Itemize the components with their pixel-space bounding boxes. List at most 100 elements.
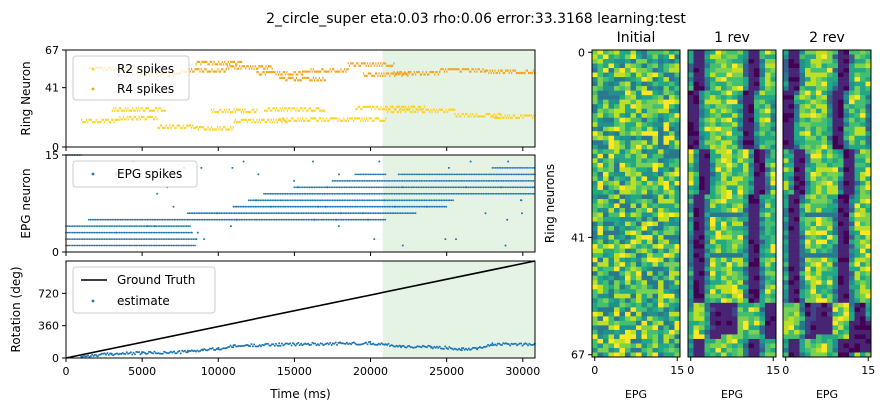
epg-spikes-spike [396, 212, 399, 215]
ring-spikes-spike [251, 67, 253, 70]
ring-spikes-spike [303, 76, 305, 79]
ring-spikes-spike [211, 68, 213, 71]
ring-spikes-spike [156, 118, 158, 121]
epg-spikes-spike [474, 192, 476, 195]
weights-1rev-cell [748, 68, 755, 73]
epg-spikes-spike [432, 192, 434, 195]
ring-spikes-spike [416, 71, 418, 74]
ring-spikes-spike [408, 72, 410, 75]
ring-spikes-series-1-segment [256, 71, 304, 76]
ring-spikes-spike [531, 71, 533, 75]
weights-1rev-cell [754, 90, 760, 96]
epg-spikes-spike [227, 212, 229, 215]
ring-spikes-spike [367, 119, 369, 122]
ring-spikes-spike [439, 108, 441, 111]
epg-spikes-spike [354, 173, 357, 176]
epg-spikes-spike [385, 199, 387, 202]
weights-1rev-cell [704, 90, 711, 96]
ring-spikes-spike [273, 71, 275, 74]
ring-spikes-spike [385, 117, 387, 120]
epg-spikes-spike [289, 212, 291, 215]
epg-spikes-spike [138, 244, 141, 247]
ring-spikes-spike [285, 121, 287, 124]
weights-initial-ytick-label: 67 [571, 349, 585, 362]
epg-spikes-spike [422, 192, 424, 195]
weights-1rev-cell [754, 149, 760, 155]
ring-spikes-spike [142, 115, 144, 118]
ring-spikes-spike [194, 126, 196, 130]
ring-spikes-spike [152, 118, 155, 121]
ring-spikes-legend-marker [91, 87, 95, 91]
epg-spikes-spike [160, 244, 163, 247]
weights-1rev-cell [726, 253, 733, 258]
weights-initial-cell [608, 302, 615, 308]
ring-spikes-spike [409, 71, 411, 74]
epg-spikes-spike [95, 238, 98, 241]
weights-initial-cell [652, 280, 659, 286]
ring-spikes-spike [205, 60, 207, 63]
weights-initial-cell [636, 162, 642, 168]
epg-spikes-spike [172, 205, 175, 208]
epg-spikes-spike [179, 244, 181, 247]
epg-spikes-spike [312, 160, 314, 163]
rotation-estimate-point [431, 347, 434, 350]
weights-1rev-cell [715, 95, 722, 100]
weights-1rev-cell [693, 266, 700, 272]
ring-spikes-spike [441, 108, 443, 111]
rotation-estimate-point [136, 351, 139, 354]
epg-spikes-spike [440, 180, 443, 182]
weights-1rev-cell [759, 50, 766, 55]
ring-spikes-spike [373, 105, 375, 108]
epg-spikes-spike [388, 192, 391, 195]
weights-initial-cell [592, 289, 598, 295]
weights-initial-cell [625, 63, 631, 69]
rotation-estimate-point [372, 342, 375, 345]
weights-1rev-cell [704, 257, 711, 263]
weights-initial-cell [608, 176, 615, 182]
epg-spikes-spike [255, 212, 258, 215]
weights-initial-cell [674, 334, 681, 340]
epg-spikes-spike [279, 199, 282, 202]
epg-spikes-spike [112, 238, 114, 241]
weights-initial-cell [641, 253, 648, 258]
epg-spikes-spike [331, 180, 334, 182]
rotation-estimate-point [291, 342, 294, 345]
weights-initial-cell [652, 126, 659, 132]
weights-1rev-cell [770, 158, 777, 164]
weights-initial-cell [603, 284, 609, 290]
rotation-estimate-point [260, 345, 263, 348]
weights-1rev-cell [726, 59, 733, 64]
ring-spikes-spike [392, 64, 394, 67]
epg-spikes-spike [126, 218, 129, 221]
weights-1rev-cell [770, 248, 777, 254]
weights-initial-cell [614, 293, 620, 299]
epg-spikes-spike [313, 218, 316, 221]
weights-initial-cell [597, 262, 604, 267]
weights-1rev-cell [737, 248, 744, 254]
weights-1rev-cell [721, 131, 727, 137]
epg-spikes-spike [358, 199, 361, 202]
weights-initial-cell [641, 198, 648, 204]
epg-spikes-spike [301, 205, 304, 208]
weights-initial-cell [630, 153, 637, 159]
weights-initial-cell [658, 239, 664, 245]
epg-spikes-spike [285, 212, 288, 215]
epg-spikes-spike [120, 231, 123, 234]
ring-spikes-spike [436, 71, 438, 74]
weights-1rev-cell [704, 144, 711, 150]
weights-initial-cell [603, 338, 609, 344]
ring-spikes-spike [84, 121, 86, 124]
weights-1rev-cell [732, 162, 738, 168]
ring-spikes-spike [367, 105, 369, 108]
weights-1rev-cell [721, 271, 727, 277]
weights-initial-cell [674, 320, 681, 326]
weights-initial-cell [597, 122, 604, 128]
ring-spikes-spike [388, 108, 390, 111]
epg-spikes-spike [142, 231, 145, 234]
weights-1rev-cell [743, 280, 749, 286]
weights-1rev-cell [743, 140, 749, 146]
ring-spikes-spike [299, 79, 301, 82]
weights-1rev-cell [748, 262, 755, 267]
weights-initial-cell [658, 262, 664, 267]
ring-spikes-spike [484, 69, 486, 72]
